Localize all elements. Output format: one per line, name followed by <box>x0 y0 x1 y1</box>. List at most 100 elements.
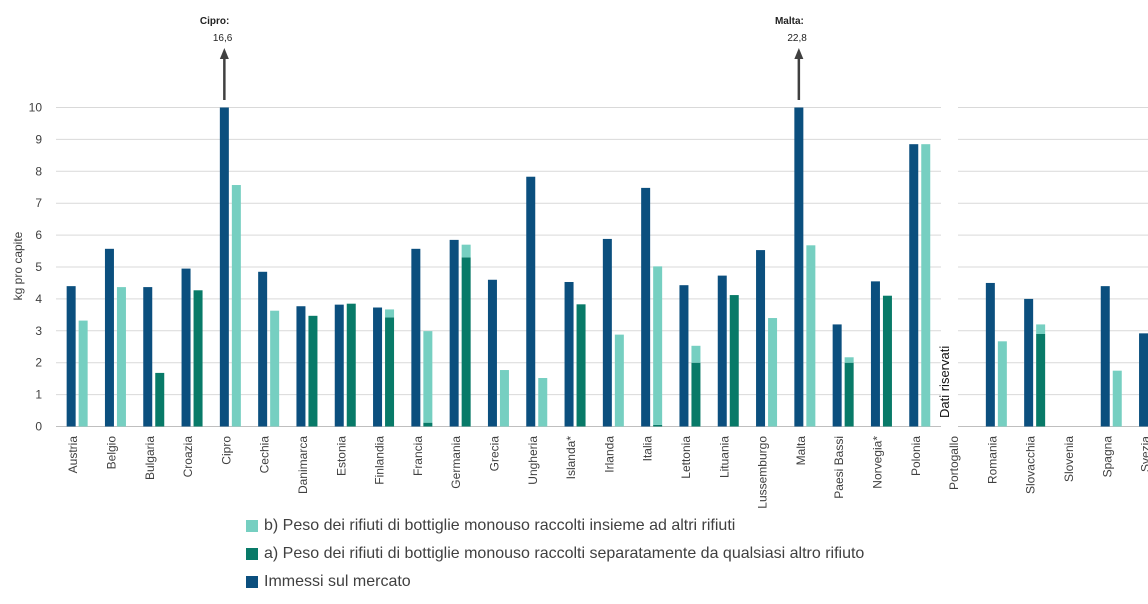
x-tick-label: Norvegia* <box>870 436 884 489</box>
x-tick-label: Islanda* <box>564 436 578 480</box>
bar-insieme <box>231 185 241 427</box>
y-tick-label: 6 <box>35 228 42 242</box>
bar-insieme <box>844 357 854 363</box>
y-tick-label: 2 <box>35 356 42 370</box>
bar-immessi <box>870 281 880 427</box>
bar-immessi <box>985 282 995 427</box>
x-tick-label: Danimarca <box>296 436 310 494</box>
y-tick-label: 4 <box>35 292 42 306</box>
bar-insieme <box>806 245 816 427</box>
bar-immessi <box>373 307 383 427</box>
y-tick-label: 8 <box>35 164 42 178</box>
x-tick-label: Lettonia <box>679 436 693 479</box>
bar-immessi <box>449 239 459 427</box>
reserved-data-note: Dati riservati <box>937 346 952 418</box>
y-tick-label: 5 <box>35 260 42 274</box>
bar-insieme <box>499 370 509 427</box>
bar-immessi <box>1100 286 1110 427</box>
bar-separata <box>882 295 892 427</box>
legend-item-immessi: Immessi sul mercato <box>246 570 864 594</box>
bar-insieme <box>538 378 548 427</box>
legend-label-insieme: b) Peso dei rifiuti di bottiglie monouso… <box>264 517 736 534</box>
annotation-arrow-head <box>794 48 804 59</box>
bars-layer <box>66 107 1148 427</box>
legend-item-insieme: b) Peso dei rifiuti di bottiglie monouso… <box>246 514 864 538</box>
x-tick-label: Germania <box>449 436 463 489</box>
annotation-value: 22,8 <box>787 33 807 44</box>
x-tick-label: Cechia <box>258 436 272 474</box>
bar-immessi <box>564 281 574 427</box>
x-tick-label: Lussemburgo <box>756 436 770 509</box>
annotation-arrow-head <box>219 48 229 59</box>
x-tick-label: Finlandia <box>373 436 387 485</box>
bar-chart: kg pro capite 0 1 2 3 4 5 6 7 8 9 10 Austria Belgio B… <box>11 16 1148 509</box>
bar-separata <box>346 303 356 427</box>
legend-item-separata: a) Peso dei rifiuti di bottiglie monouso… <box>246 542 864 566</box>
bar-immessi <box>602 238 612 427</box>
bar-insieme <box>768 318 778 427</box>
bar-immessi <box>181 268 191 427</box>
x-tick-label: Cipro <box>219 436 233 465</box>
x-tick-label: Lituania <box>717 436 731 478</box>
bar-separata <box>729 295 739 427</box>
bar-separata <box>423 422 433 427</box>
x-tick-label: Spagna <box>1100 436 1114 478</box>
bar-separata <box>308 315 318 427</box>
bar-immessi <box>258 271 268 427</box>
bar-immessi <box>756 250 766 427</box>
y-tick-label: 3 <box>35 324 42 338</box>
x-tick-label: Malta <box>794 436 808 466</box>
bar-immessi <box>717 275 727 427</box>
bar-insieme <box>1112 370 1122 427</box>
bar-immessi <box>641 187 651 427</box>
bar-immessi <box>1139 333 1148 427</box>
x-tick-label: Portogallo <box>947 436 961 490</box>
y-tick-label: 7 <box>35 196 42 210</box>
bar-immessi <box>487 279 497 427</box>
y-tick-label: 1 <box>35 388 42 402</box>
x-tick-label: Bulgaria <box>143 436 157 480</box>
bar-separata <box>385 317 395 427</box>
bar-immessi <box>526 176 536 427</box>
bar-insieme <box>423 331 433 423</box>
bar-insieme <box>270 310 280 427</box>
legend-swatch-insieme <box>246 520 258 532</box>
bar-immessi <box>143 287 153 427</box>
bar-separata <box>691 362 701 427</box>
annotation-value: 16,6 <box>213 33 233 44</box>
bar-immessi <box>334 304 344 427</box>
bar-separata <box>844 362 854 427</box>
x-tick-label: Slovenia <box>1062 436 1076 482</box>
y-tick-label: 9 <box>35 132 42 146</box>
x-tick-label: Grecia <box>487 436 501 472</box>
bar-insieme <box>78 320 88 427</box>
x-tick-label: Paesi Bassi <box>832 436 846 499</box>
bar-separata <box>461 257 471 427</box>
bar-immessi <box>679 285 689 427</box>
x-tick-label: Romania <box>985 436 999 484</box>
bar-insieme <box>997 341 1007 427</box>
bar-immessi <box>794 107 804 427</box>
bar-separata <box>193 290 203 427</box>
annotation-layer: Cipro: 16,6 Malta: 22,8 Dati riservati <box>200 16 952 418</box>
x-tick-label: Austria <box>66 436 80 474</box>
bar-insieme <box>614 334 624 427</box>
bar-immessi <box>296 306 306 427</box>
legend-swatch-immessi <box>246 576 258 588</box>
bar-immessi <box>1024 298 1034 427</box>
annotation-label: Cipro: <box>200 16 229 27</box>
bar-insieme <box>921 144 931 427</box>
bar-immessi <box>411 248 421 427</box>
annotation-label: Malta: <box>775 16 804 27</box>
legend-label-immessi: Immessi sul mercato <box>264 573 411 590</box>
y-axis-title: kg pro capite <box>11 231 25 300</box>
bar-immessi <box>832 324 842 427</box>
bar-immessi <box>909 144 919 427</box>
x-tick-label: Svezia <box>1139 436 1148 472</box>
bar-separata <box>1036 333 1046 427</box>
bar-separata <box>155 372 165 427</box>
bar-immessi <box>66 286 76 427</box>
legend-swatch-separata <box>246 548 258 560</box>
x-tick-label: Croazia <box>181 436 195 478</box>
bar-separata <box>653 424 663 427</box>
